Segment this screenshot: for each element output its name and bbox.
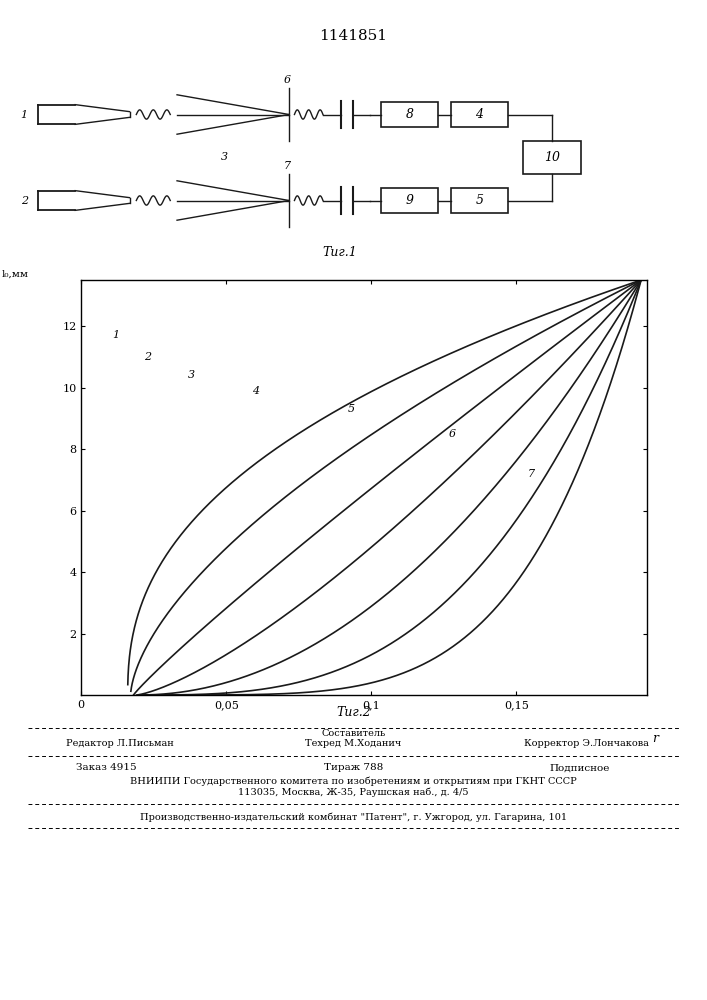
Text: 3: 3: [221, 152, 228, 162]
Text: 1141851: 1141851: [320, 29, 387, 43]
Text: 6: 6: [284, 75, 291, 85]
Text: Заказ 4915: Заказ 4915: [76, 764, 136, 772]
Text: 1: 1: [21, 109, 28, 119]
Text: 6: 6: [449, 429, 456, 439]
Text: Τиг.2: Τиг.2: [336, 706, 371, 718]
Text: Корректор Э.Лончакова: Корректор Э.Лончакова: [525, 738, 649, 748]
Text: Техред М.Ходанич: Техред М.Ходанич: [305, 740, 402, 748]
Text: Τиг.1: Τиг.1: [322, 246, 357, 259]
Text: 2: 2: [21, 196, 28, 206]
Text: l₀,мм: l₀,мм: [2, 269, 29, 278]
Text: 4: 4: [252, 386, 259, 396]
Text: ВНИИПИ Государственного комитета по изобретениям и открытиям при ГКНТ СССР: ВНИИПИ Государственного комитета по изоб…: [130, 776, 577, 786]
Bar: [450, 102, 508, 127]
Text: 3: 3: [188, 370, 195, 380]
Text: 8: 8: [406, 108, 414, 121]
Text: 113035, Москва, Ж-35, Раушская наб., д. 4/5: 113035, Москва, Ж-35, Раушская наб., д. …: [238, 787, 469, 797]
Bar: [380, 102, 438, 127]
Bar: [450, 188, 508, 213]
Text: 5: 5: [475, 194, 484, 207]
Text: 5: 5: [347, 404, 355, 414]
Text: 1: 1: [112, 330, 119, 340]
Text: Редактор Л.Письман: Редактор Л.Письман: [66, 738, 174, 748]
Text: 7: 7: [284, 161, 291, 171]
Bar: [380, 188, 438, 213]
Text: r: r: [653, 732, 659, 745]
Text: 2: 2: [144, 352, 151, 362]
Bar: [523, 141, 581, 174]
Text: Тираж 788: Тираж 788: [324, 764, 383, 772]
Text: 9: 9: [406, 194, 414, 207]
Text: 7: 7: [527, 469, 534, 479]
Text: 10: 10: [544, 151, 560, 164]
Text: Производственно-издательский комбинат "Патент", г. Ужгород, ул. Гагарина, 101: Производственно-издательский комбинат "П…: [140, 812, 567, 822]
Text: 4: 4: [475, 108, 484, 121]
Text: Составитель: Составитель: [322, 728, 385, 738]
Text: Подписное: Подписное: [549, 764, 610, 772]
